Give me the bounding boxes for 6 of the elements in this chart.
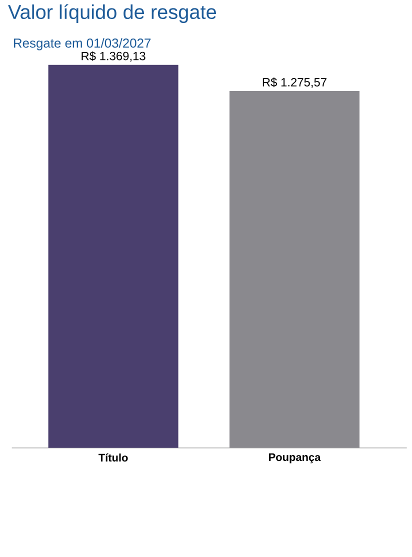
chart-title: Valor líquido de resgate (8, 4, 216, 23)
x-tick-label: Título (98, 453, 128, 462)
chart-subtitle: Resgate em 01/03/2027 (14, 38, 151, 50)
data-label: R$ 1.275,57 (263, 77, 327, 88)
x-tick-label: Poupança (269, 453, 321, 464)
data-label: R$ 1.369,13 (82, 51, 146, 62)
